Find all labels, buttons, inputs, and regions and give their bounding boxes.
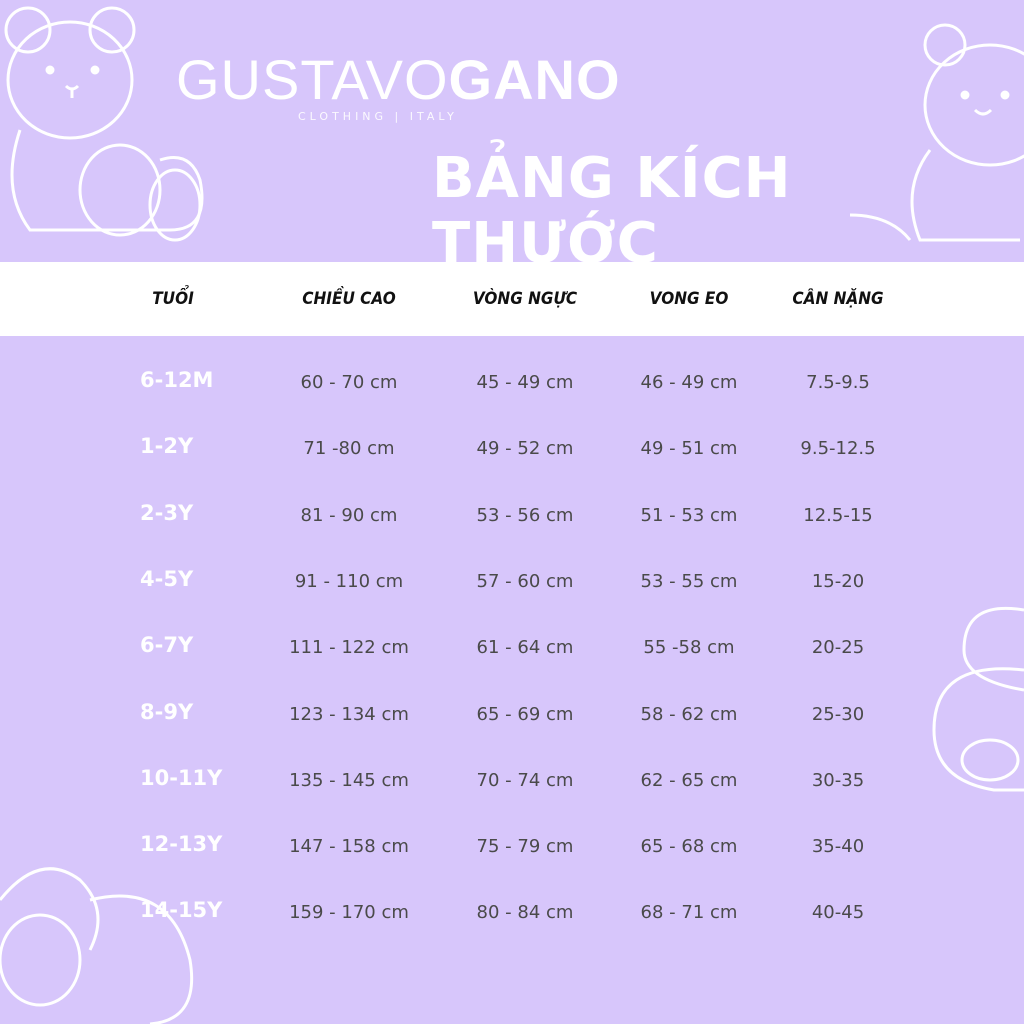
page-title: BẢNG KÍCH THƯỚC <box>432 146 792 276</box>
cell-weight: 25-30 <box>811 703 865 725</box>
cell-weight: 35-40 <box>811 836 865 858</box>
cell-weight: 9.5-12.5 <box>800 438 876 460</box>
bear-illustration-top-left <box>4 6 204 242</box>
bear-illustration-right <box>932 606 1024 792</box>
table-header-band <box>0 262 1024 336</box>
brand-name-light: GUSTAVO <box>176 48 449 111</box>
header-chest: VÒNG NGỰC <box>472 289 578 309</box>
cell-height: 60 - 70 cm <box>300 372 398 393</box>
cell-age: 4-5Y <box>140 566 194 591</box>
table-row: 6-7Y 111 - 122 cm 61 - 64 cm 55 -58 cm 20-25 <box>0 629 1024 669</box>
bear-illustration-bottom-left <box>0 867 194 1024</box>
cell-weight: 7.5-9.5 <box>806 372 870 393</box>
cell-weight: 20-25 <box>811 637 865 659</box>
cell-height: 91 - 110 cm <box>294 570 404 592</box>
cell-weight: 40-45 <box>811 902 865 924</box>
cell-height: 81 - 90 cm <box>300 504 398 526</box>
cell-chest: 80 - 84 cm <box>476 902 574 924</box>
table-row: 10-11Y 135 - 145 cm 70 - 74 cm 62 - 65 cm 30… <box>0 762 1024 802</box>
header-weight: CÂN NẶNG <box>792 289 884 309</box>
cell-chest: 57 - 60 cm <box>476 570 574 592</box>
cell-age: 10-11Y <box>140 765 223 790</box>
cell-chest: 75 - 79 cm <box>476 836 574 858</box>
cell-weight: 12.5-15 <box>803 504 873 526</box>
cell-height: 147 - 158 cm <box>289 836 409 858</box>
cell-chest: 65 - 69 cm <box>476 703 574 725</box>
cell-weight: 30-35 <box>811 769 865 791</box>
cell-age: 12-13Y <box>140 832 223 857</box>
header-age: TUỔI <box>152 289 194 309</box>
bear-illustration-top-right <box>849 23 1024 242</box>
cell-age: 6-12M <box>140 368 214 392</box>
cell-height: 71 -80 cm <box>303 438 395 460</box>
cell-weight: 15-20 <box>811 570 865 592</box>
cell-waist: 62 - 65 cm <box>640 769 738 791</box>
cell-height: 159 - 170 cm <box>289 902 409 924</box>
header-waist: VONG EO <box>649 289 729 309</box>
cell-chest: 53 - 56 cm <box>476 504 574 526</box>
cell-waist: 53 - 55 cm <box>640 570 738 592</box>
cell-chest: 49 - 52 cm <box>476 438 574 460</box>
cell-age: 6-7Y <box>140 633 194 658</box>
cell-waist: 55 -58 cm <box>643 637 735 659</box>
cell-height: 135 - 145 cm <box>289 769 409 791</box>
cell-age: 14-15Y <box>140 898 223 923</box>
cell-age: 8-9Y <box>140 699 194 724</box>
cell-age: 1-2Y <box>140 434 194 459</box>
table-row: 14-15Y 159 - 170 cm 80 - 84 cm 68 - 71 cm 40… <box>0 894 1024 934</box>
table-row: 8-9Y 123 - 134 cm 65 - 69 cm 58 - 62 cm 25-3… <box>0 696 1024 736</box>
brand-logo: GUSTAVOGANO <box>176 52 621 108</box>
table-row: 1-2Y 71 -80 cm 49 - 52 cm 49 - 51 cm 9.5-12.… <box>0 430 1024 470</box>
cell-waist: 68 - 71 cm <box>640 902 738 924</box>
table-row: 2-3Y 81 - 90 cm 53 - 56 cm 51 - 53 cm 12.5-1… <box>0 497 1024 537</box>
cell-waist: 51 - 53 cm <box>640 504 738 526</box>
cell-chest: 45 - 49 cm <box>476 372 574 393</box>
brand-name-bold: GANO <box>448 48 621 111</box>
table-row: 12-13Y 147 - 158 cm 75 - 79 cm 65 - 68 cm 35… <box>0 828 1024 868</box>
cell-height: 123 - 134 cm <box>289 703 409 725</box>
cell-chest: 70 - 74 cm <box>476 769 574 791</box>
cell-waist: 49 - 51 cm <box>640 438 738 460</box>
table-row: 6-12M 60 - 70 cm 45 - 49 cm 46 - 49 cm 7.5-9… <box>0 364 1024 404</box>
table-row: 4-5Y 91 - 110 cm 57 - 60 cm 53 - 55 cm 15-20 <box>0 563 1024 603</box>
cell-waist: 46 - 49 cm <box>640 372 738 393</box>
cell-waist: 58 - 62 cm <box>640 703 738 725</box>
header-height: CHIỀU CAO <box>302 289 396 309</box>
brand-tagline: CLOTHING | ITALY <box>298 110 458 123</box>
cell-waist: 65 - 68 cm <box>640 836 738 858</box>
cell-age: 2-3Y <box>140 500 194 525</box>
cell-height: 111 - 122 cm <box>289 637 409 659</box>
cell-chest: 61 - 64 cm <box>476 637 574 659</box>
